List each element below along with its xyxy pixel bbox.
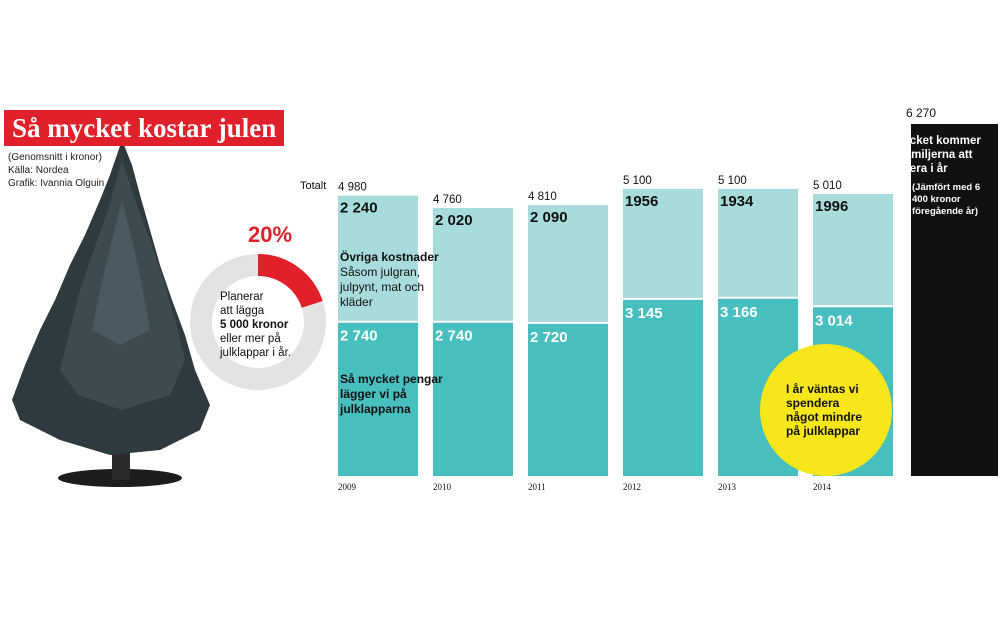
donut-text-line: att lägga — [220, 305, 265, 317]
bar-gifts-value: 2 740 — [340, 328, 378, 345]
bar-gifts — [433, 321, 513, 476]
christmas-tree-icon — [12, 140, 210, 487]
bar-total-label: 4 760 — [433, 194, 462, 206]
gifts-label: Så mycket pengar lägger vi på julklappar… — [340, 372, 443, 416]
bar-gifts — [528, 322, 608, 476]
bar-total-label: 4 810 — [528, 191, 557, 203]
x-tick-label: 2012 — [623, 482, 641, 492]
bar-other-value: 2 090 — [530, 209, 568, 226]
forecast-bubble: I år väntas vi spendera något mindre på … — [760, 344, 892, 476]
x-tick-label: 2009 — [338, 482, 357, 492]
donut-text-line: julklappar i år. — [220, 347, 291, 359]
ovriga-label: Övriga kostnader Såsom julgran, julpynt,… — [340, 250, 450, 310]
bar-other — [813, 193, 893, 307]
donut-chart — [190, 254, 326, 390]
bar-other-value: 1934 — [720, 193, 754, 210]
ovriga-desc: Såsom julgran, julpynt, mat och kläder — [340, 265, 425, 309]
x-tick-label: 2011 — [528, 482, 546, 492]
credit: Grafik: Ivannia Olguin — [8, 178, 105, 189]
bar-other — [338, 195, 418, 322]
bar-gifts-value: 3 166 — [720, 304, 758, 321]
x-tick-label: 2014 — [813, 482, 832, 492]
bar-total-label: 5 100 — [718, 175, 747, 187]
donut-text-line: eller mer på — [220, 333, 281, 345]
ovriga-title: Övriga kostnader — [340, 250, 439, 264]
bar-other-value: 2 240 — [340, 200, 378, 217]
bar-other-value: 2 020 — [435, 212, 473, 229]
donut-text: Planerar att lägga 5 000 kronor eller me… — [220, 290, 320, 360]
donut-text-line: Planerar — [220, 291, 264, 303]
forecast-bubble-text: I år väntas vi spendera något mindre på … — [786, 382, 863, 438]
bar-other-value: 1956 — [625, 193, 658, 210]
donut-percent-label: 20% — [248, 222, 293, 247]
bar-total-label: 5 100 — [623, 175, 652, 187]
subtitle: (Genomsnitt i kronor) — [8, 152, 102, 163]
bar-other — [528, 205, 608, 323]
forecast-bar — [911, 124, 998, 476]
totalt-label: Totalt — [300, 180, 327, 192]
donut-highlight-slice — [257, 254, 323, 309]
bar-other — [718, 188, 798, 298]
bar-total-label: 5 010 — [813, 180, 842, 192]
bar-gifts — [338, 321, 418, 476]
forecast-total-label: 6 270 — [906, 106, 937, 120]
x-tick-label: 2013 — [718, 482, 737, 492]
bar-other-value: 1996 — [815, 198, 848, 215]
bar-total-label: 4 980 — [338, 182, 367, 194]
bar-gifts-value: 3 145 — [625, 305, 663, 322]
bar-gifts-value: 2 740 — [435, 328, 473, 345]
forecast-note: (Jämfört med 6 400 kronor föregående år) — [912, 182, 981, 217]
bar-chart: 2 740 2 240 4 980 2009 2 740 2 020 4 760 2010 2 … — [338, 124, 998, 492]
donut-text-bold: 5 000 kronor — [220, 319, 289, 331]
bar-gifts-value: 2 720 — [530, 329, 568, 346]
bar-gifts — [623, 298, 703, 476]
bar-gifts-value: 3 014 — [815, 312, 853, 329]
bar-other — [433, 208, 513, 322]
x-tick-label: 2010 — [433, 482, 452, 492]
forecast-title: Så mycket kommer barnfamiljerna att spen… — [876, 135, 981, 175]
bar-other — [623, 188, 703, 299]
source: Källa: Nordea — [8, 165, 69, 176]
page-title: Så mycket kostar julen — [4, 110, 285, 146]
